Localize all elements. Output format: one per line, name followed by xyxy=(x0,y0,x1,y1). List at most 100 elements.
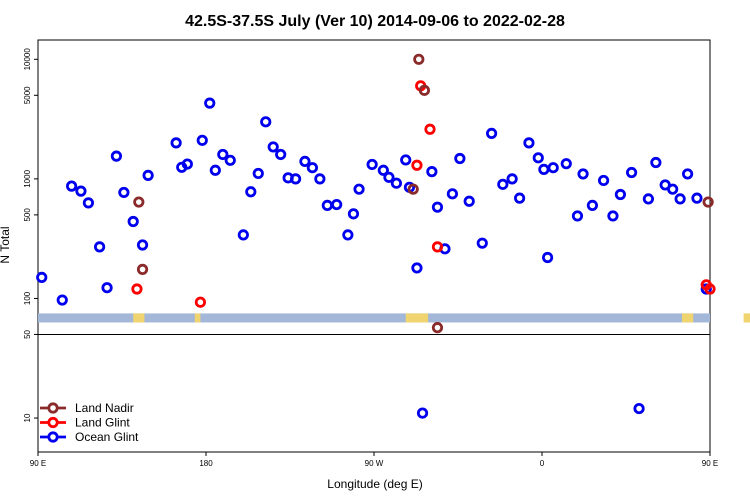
data-point xyxy=(252,167,264,180)
data-point xyxy=(571,210,584,222)
data-point xyxy=(342,229,354,241)
data-point xyxy=(400,154,412,166)
y-tick-label: 10 xyxy=(23,413,32,422)
x-tick-label: 90 E xyxy=(30,459,46,468)
data-point xyxy=(667,183,679,195)
y-axis-ticks: 10 50 100 500 1000 5000 10000 xyxy=(23,48,38,422)
data-point xyxy=(36,271,48,284)
data-point xyxy=(506,173,518,185)
data-point xyxy=(547,162,559,174)
data-point xyxy=(418,84,430,96)
data-point xyxy=(577,168,589,180)
data-point xyxy=(289,173,302,185)
data-point xyxy=(607,210,619,222)
data-point xyxy=(245,186,257,198)
data-point xyxy=(224,154,236,166)
data-point xyxy=(513,192,526,204)
y-tick-label: 500 xyxy=(23,208,32,222)
data-point xyxy=(426,166,438,178)
data-point xyxy=(131,283,143,295)
data-point xyxy=(267,141,279,153)
data-point xyxy=(366,158,378,171)
x-tick-label: 180 xyxy=(199,459,213,468)
data-point xyxy=(446,188,458,200)
data-point xyxy=(700,283,712,295)
data-point xyxy=(321,199,333,212)
land-mask-span xyxy=(405,313,429,323)
data-point xyxy=(194,296,206,308)
data-point xyxy=(407,183,419,195)
data-point xyxy=(476,237,488,249)
data-point xyxy=(299,155,311,168)
data-point xyxy=(431,322,444,334)
data-point xyxy=(597,174,610,187)
data-point xyxy=(133,196,145,208)
legend-marker xyxy=(47,402,59,414)
data-point xyxy=(390,177,402,189)
data-point xyxy=(56,294,68,306)
data-point xyxy=(586,199,599,212)
data-point xyxy=(275,148,287,161)
data-point xyxy=(463,195,475,207)
data-point xyxy=(497,178,509,190)
land-mask-span xyxy=(682,313,694,323)
land-mask-bar xyxy=(38,313,750,323)
data-point xyxy=(142,169,154,181)
data-point xyxy=(170,137,182,149)
x-tick-label: 90 E xyxy=(702,459,718,468)
data-point xyxy=(260,116,272,128)
x-axis-label: Longitude (deg E) xyxy=(327,477,422,491)
data-point xyxy=(75,185,87,197)
data-point xyxy=(66,180,78,192)
land-mask-span xyxy=(194,313,201,323)
legend-marker xyxy=(47,431,59,443)
data-point xyxy=(377,164,389,176)
data-point xyxy=(691,192,703,204)
data-point xyxy=(127,215,139,228)
data-point xyxy=(383,171,395,183)
data-point xyxy=(431,241,444,253)
data-point xyxy=(204,97,216,109)
data-point xyxy=(353,183,365,195)
data-point xyxy=(704,283,716,295)
data-point xyxy=(625,166,638,179)
data-point xyxy=(532,152,544,164)
data-point xyxy=(413,53,425,65)
data-point xyxy=(650,156,662,169)
data-point xyxy=(681,168,694,180)
y-tick-label: 1000 xyxy=(23,169,32,187)
data-point xyxy=(674,193,686,205)
data-point xyxy=(306,162,318,174)
data-point xyxy=(136,239,149,251)
data-point xyxy=(181,158,193,170)
data-point xyxy=(196,134,208,146)
data-point xyxy=(424,123,436,135)
data-point xyxy=(347,208,360,220)
y-tick-label: 5000 xyxy=(23,86,32,104)
data-point xyxy=(314,173,326,185)
data-point xyxy=(209,164,221,176)
data-point xyxy=(411,262,423,274)
data-points xyxy=(36,53,716,419)
y-tick-label: 50 xyxy=(23,329,32,338)
data-point xyxy=(614,188,627,201)
data-point xyxy=(416,407,429,419)
data-point xyxy=(136,263,149,275)
data-point xyxy=(237,229,249,241)
x-tick-label: 0 xyxy=(540,459,545,468)
data-point xyxy=(411,159,423,171)
land-mask-span xyxy=(133,313,145,323)
data-point xyxy=(538,163,550,176)
data-point xyxy=(331,198,343,211)
data-point xyxy=(633,402,645,415)
legend-label: Ocean Glint xyxy=(75,430,139,444)
data-point xyxy=(523,137,535,149)
x-axis-ticks: 90 E 180 90 W 0 90 E xyxy=(30,452,718,468)
y-axis-label: N Total xyxy=(0,226,12,263)
data-point xyxy=(118,186,130,199)
data-point xyxy=(702,196,714,208)
data-point xyxy=(541,251,554,264)
ocean-mask xyxy=(38,313,710,323)
data-point xyxy=(560,158,572,170)
